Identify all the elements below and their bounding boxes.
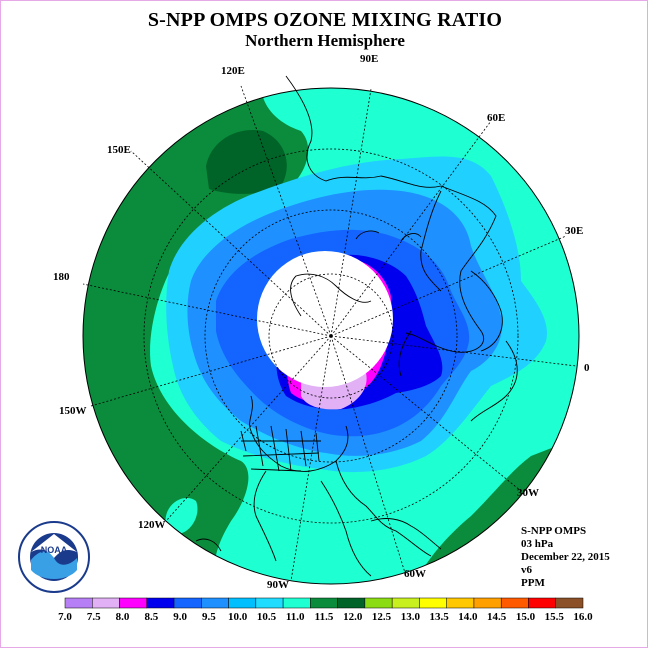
colorbar-tick-label: 14.0 bbox=[458, 611, 478, 623]
colorbar-cell bbox=[337, 597, 366, 609]
info-level: 03 hPa bbox=[521, 538, 554, 550]
colorbar-tick-label: 14.5 bbox=[487, 611, 507, 623]
lon-label-30e: 30E bbox=[565, 225, 583, 237]
colorbar-tick-label: 8.5 bbox=[144, 611, 158, 623]
colorbar-cell bbox=[528, 597, 556, 609]
lon-label-150w: 150W bbox=[59, 405, 87, 417]
colorbar-cell bbox=[555, 597, 584, 609]
colorbar-cell bbox=[500, 597, 529, 609]
lon-label-90e: 90E bbox=[360, 53, 378, 65]
colorbar-ticks: 7.0 7.5 8.0 8.5 9.0 9.5 10.0 10.5 11.0 11.5 12.0 12… bbox=[58, 611, 593, 623]
lon-label-90w: 90W bbox=[267, 579, 289, 591]
lon-label-60e: 60E bbox=[487, 112, 505, 124]
coastlines bbox=[195, 75, 518, 577]
graticule bbox=[82, 85, 577, 582]
colorbar-tick-label: 12.5 bbox=[372, 611, 392, 623]
colorbar-tick-label: 9.0 bbox=[173, 611, 187, 623]
info-version: v6 bbox=[521, 564, 532, 576]
colorbar-cell bbox=[119, 597, 148, 609]
map-subtitle: Northern Hemisphere bbox=[245, 31, 405, 50]
info-date: December 22, 2015 bbox=[521, 551, 610, 563]
colorbar-tick-label: 9.5 bbox=[202, 611, 216, 623]
noaa-logo-text: NOAA bbox=[41, 545, 68, 555]
lon-label-180: 180 bbox=[53, 271, 70, 283]
colorbar-tick-label: 13.5 bbox=[429, 611, 449, 623]
colorbar-cell bbox=[92, 597, 120, 609]
colorbar-tick-label: 11.5 bbox=[315, 611, 334, 623]
colorbar-cell bbox=[282, 597, 311, 609]
lon-label-0: 0 bbox=[584, 362, 590, 374]
product-info: S-NPP OMPS 03 hPa December 22, 2015 v6 P… bbox=[521, 525, 610, 590]
colorbar-tick-label: 7.0 bbox=[58, 611, 72, 623]
info-units: PPM bbox=[521, 577, 545, 589]
colorbar-tick-label: 7.5 bbox=[87, 611, 101, 623]
colorbar-cell bbox=[64, 597, 93, 609]
lon-label-120w: 120W bbox=[138, 519, 166, 531]
ozone-field bbox=[83, 88, 579, 584]
colorbar-tick-label: 12.0 bbox=[343, 611, 363, 623]
colorbar-cell bbox=[255, 597, 284, 609]
colorbar-tick-label: 13.0 bbox=[401, 611, 421, 623]
band-11-0-island bbox=[165, 497, 198, 534]
colorbar-cell bbox=[201, 597, 229, 609]
colorbar-tick-label: 11.0 bbox=[286, 611, 305, 623]
lon-label-120e: 120E bbox=[221, 65, 245, 77]
lon-label-150e: 150E bbox=[107, 144, 131, 156]
colorbar-tick-label: 15.5 bbox=[545, 611, 565, 623]
lon-label-30w: 30W bbox=[517, 487, 539, 499]
map-title: S-NPP OMPS OZONE MIXING RATIO bbox=[147, 9, 503, 31]
colorbar-cell bbox=[173, 597, 202, 609]
noaa-logo-icon: NOAA bbox=[18, 521, 90, 593]
band-12-0 bbox=[206, 130, 287, 194]
colorbar-tick-label: 10.5 bbox=[257, 611, 277, 623]
colorbar-tick-label: 10.0 bbox=[228, 611, 248, 623]
colorbar-cell bbox=[146, 597, 175, 609]
colorbar-cell bbox=[391, 597, 420, 609]
colorbar-tick-label: 16.0 bbox=[573, 611, 593, 623]
colorbar-cell bbox=[364, 597, 393, 609]
colorbar-tick-label: 8.0 bbox=[116, 611, 130, 623]
colorbar-cell bbox=[310, 597, 338, 609]
colorbar-cells bbox=[64, 597, 584, 609]
lon-label-60w: 60W bbox=[404, 568, 426, 580]
map-boundary bbox=[82, 87, 580, 585]
colorbar-cell bbox=[228, 597, 257, 609]
colorbar-cell bbox=[446, 597, 475, 609]
longitude-labels: 120E 90E 60E 150E 30E 180 0 150W 30W 120… bbox=[53, 53, 590, 591]
colorbar-cell bbox=[473, 597, 502, 609]
info-instrument: S-NPP OMPS bbox=[521, 525, 587, 537]
colorbar-tick-label: 15.0 bbox=[516, 611, 536, 623]
colorbar-cell bbox=[419, 597, 447, 609]
